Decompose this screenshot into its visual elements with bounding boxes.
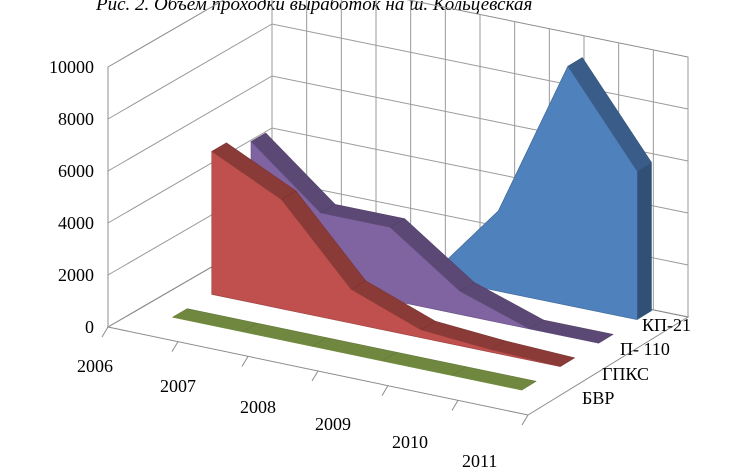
x-tick-mark	[451, 400, 459, 411]
x-tick-mark	[311, 370, 319, 382]
series-label: ГПКС	[602, 364, 649, 384]
y-tick-label: 0	[85, 317, 94, 337]
x-tick-mark	[521, 414, 529, 426]
series-area	[211, 150, 561, 367]
x-tick-mark	[101, 326, 109, 338]
x-tick-label: 2007	[160, 376, 196, 396]
series-label: П- 110	[620, 339, 670, 359]
y-tick-label: 10000	[49, 57, 94, 77]
x-tick-mark	[381, 385, 389, 396]
series-label: БВР	[582, 388, 614, 408]
x-tick-mark	[171, 341, 179, 352]
y-tick-label: 4000	[58, 213, 94, 233]
series-top-strip	[311, 337, 398, 362]
series-top-strip	[171, 308, 258, 333]
x-tick-label: 2010	[392, 432, 428, 452]
x-tick-mark	[241, 356, 249, 367]
series-area	[172, 316, 522, 391]
series-top-strip	[241, 322, 328, 347]
x-tick-label: 2006	[77, 356, 113, 376]
series-label: КП-21	[642, 315, 691, 335]
series-end-cap	[637, 162, 652, 320]
y-tick-label: 8000	[58, 109, 94, 129]
y-tick-label: 6000	[58, 161, 94, 181]
x-tick-label: 2009	[315, 414, 351, 434]
y-tick-label: 2000	[58, 265, 94, 285]
x-tick-label: 2011	[462, 451, 497, 471]
x-tick-label: 2008	[240, 397, 276, 417]
